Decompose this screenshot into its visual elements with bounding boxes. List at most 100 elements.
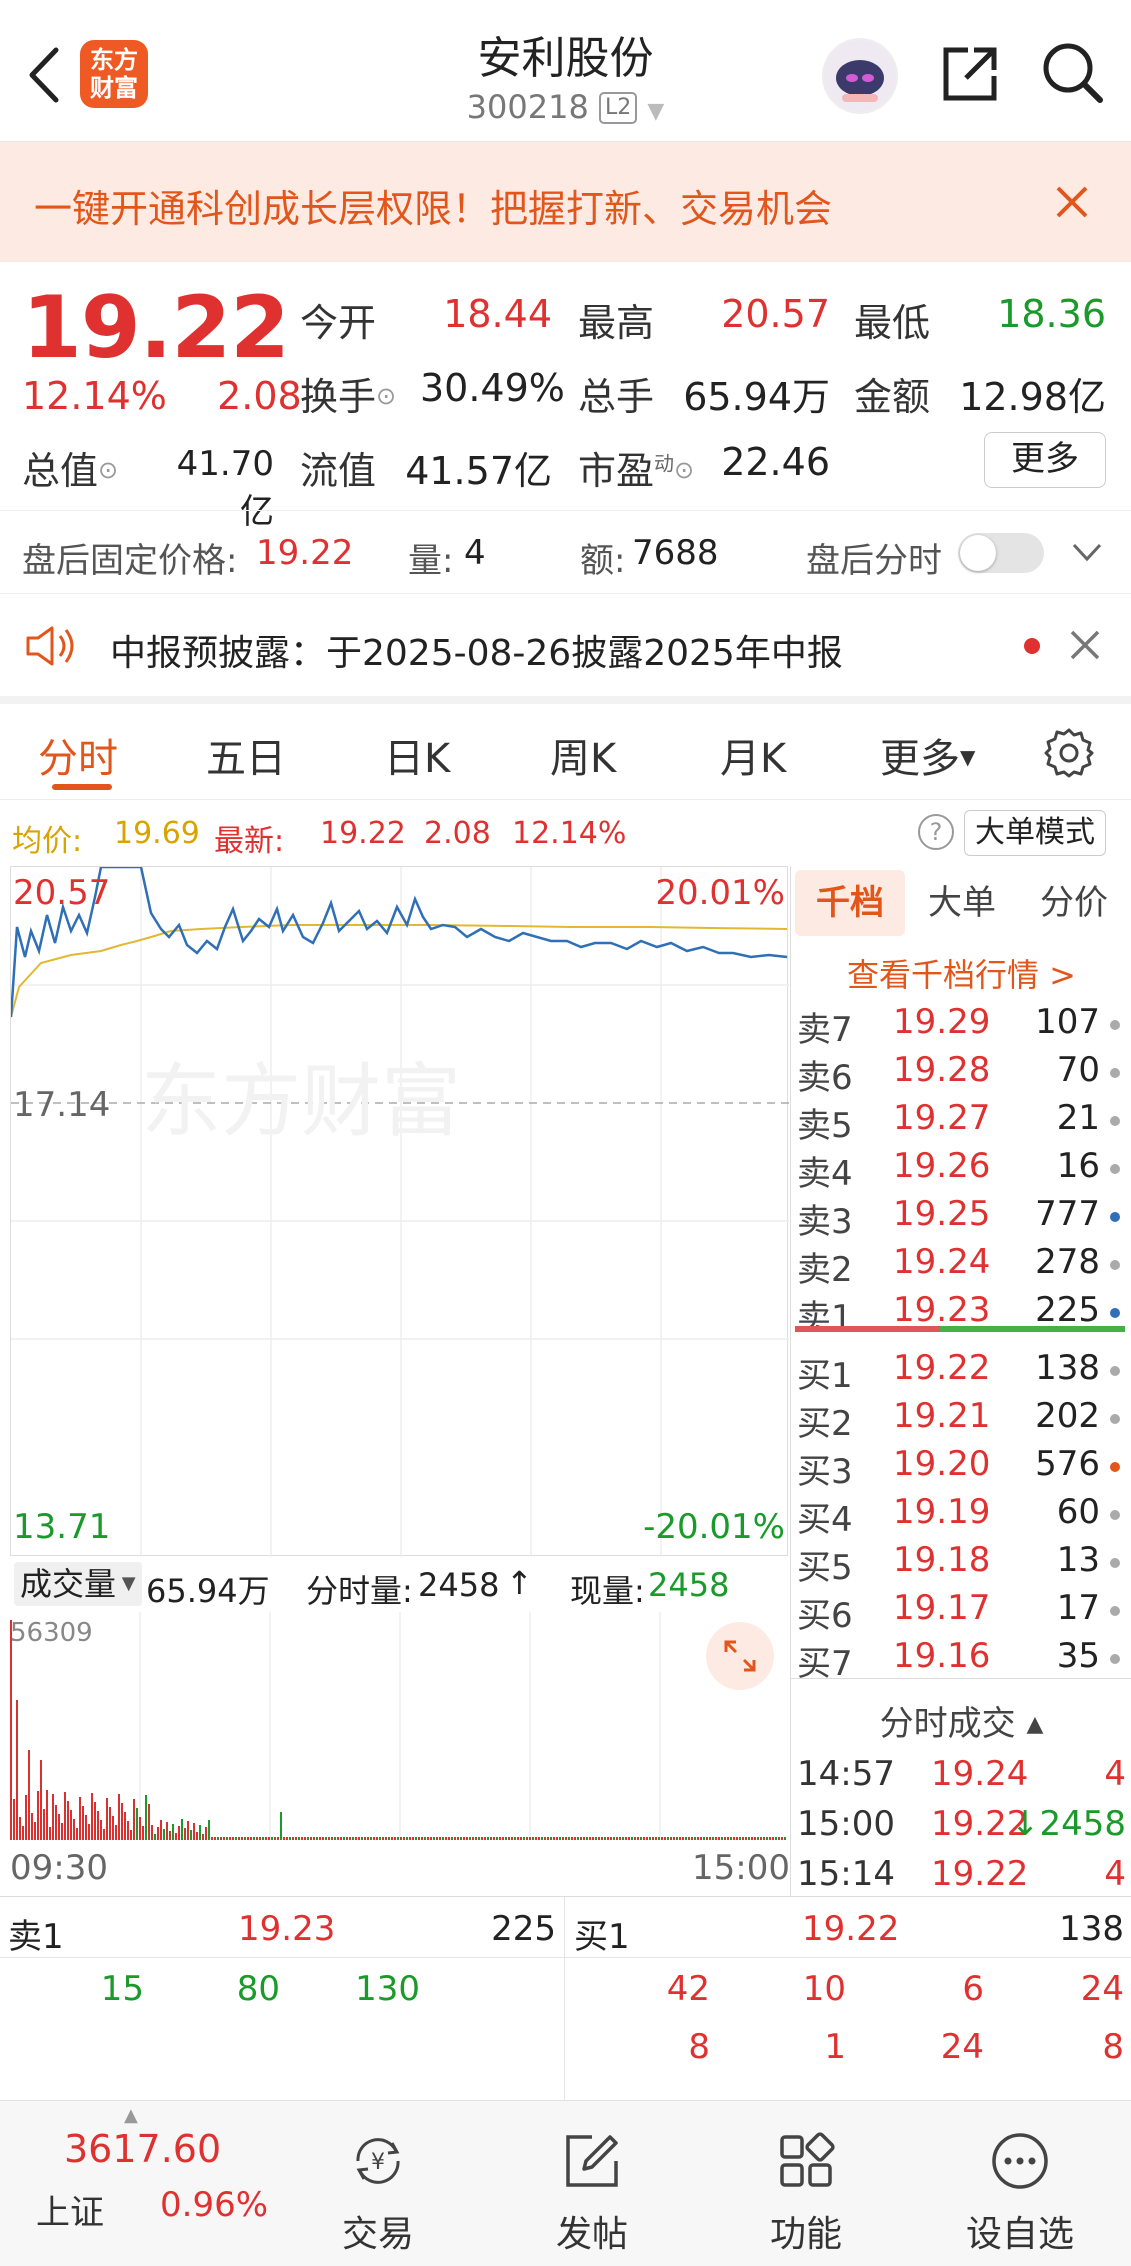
volume-bar	[592, 1837, 594, 1840]
nav-trade[interactable]: ¥ 交易	[278, 2101, 478, 2266]
notice-bar[interactable]: 中报预披露：于2025-08-26披露2025年中报	[0, 596, 1131, 696]
volume-bar	[34, 1822, 36, 1840]
index-ticker[interactable]: ▲ 3617.60 上证 0.96%	[0, 2101, 270, 2266]
volume-indicator-select[interactable]: 成交量 ▼	[14, 1562, 142, 1606]
volume-label: 总手	[578, 375, 655, 419]
volume-bar	[691, 1837, 693, 1840]
amount-label: 金额	[854, 375, 931, 419]
bid-volume: 138	[1035, 1348, 1100, 1388]
ask-row[interactable]: 卖1 19.23 225	[791, 1290, 1131, 1338]
ask-row[interactable]: 卖7 19.29 107	[791, 1002, 1131, 1050]
volume-chart[interactable]: 56309	[10, 1612, 788, 1840]
volume-bar	[25, 1795, 27, 1840]
time-start: 09:30	[10, 1848, 108, 1888]
volume-bar	[160, 1820, 162, 1840]
ask-row[interactable]: 卖4 19.26 16	[791, 1146, 1131, 1194]
help-icon[interactable]: ?	[918, 814, 954, 850]
tab-big-orders[interactable]: 大单	[928, 883, 996, 923]
tab-daily-k[interactable]: 日K	[384, 736, 451, 782]
volume-bar	[565, 1837, 567, 1840]
volume-bar	[460, 1837, 462, 1840]
intraday-chart[interactable]: 东方财富 20.57 20.01% 17.14 13.71 -20.01%	[10, 866, 789, 1557]
chevron-down-icon[interactable]	[1070, 539, 1104, 565]
volume-bar	[520, 1837, 522, 1840]
tab-depth[interactable]: 千档	[795, 870, 905, 936]
ask-row[interactable]: 卖6 19.28 70	[791, 1050, 1131, 1098]
volume-bar	[235, 1837, 237, 1840]
volume-bar	[766, 1837, 768, 1840]
search-icon[interactable]	[1040, 40, 1106, 106]
bid-row[interactable]: 买4 19.19 60	[791, 1492, 1131, 1540]
view-depth-link[interactable]: 查看千档行情 >	[847, 956, 1076, 994]
grid-apps-icon	[780, 2132, 835, 2187]
buy-queue-item: 8	[1102, 2027, 1124, 2067]
bid-row[interactable]: 买3 19.20 576	[791, 1444, 1131, 1492]
ask-level: 卖6	[797, 1058, 853, 1098]
volume-bar	[457, 1837, 459, 1840]
volume-bar	[712, 1837, 714, 1840]
stock-code-row[interactable]: 300218 L2 ▼	[300, 88, 831, 126]
volume-bar	[28, 1750, 30, 1840]
info-icon[interactable]: ⊙	[674, 456, 695, 484]
bid-row[interactable]: 买2 19.21 202	[791, 1396, 1131, 1444]
volume-bar	[409, 1837, 411, 1840]
volume-bar	[19, 1817, 21, 1840]
info-icon[interactable]: ⊙	[376, 382, 397, 410]
stock-code: 300218	[466, 88, 589, 126]
nav-post[interactable]: 发帖	[492, 2101, 692, 2266]
ask-row[interactable]: 卖5 19.27 21	[791, 1098, 1131, 1146]
close-icon[interactable]	[1052, 182, 1092, 222]
volume-bar	[388, 1837, 390, 1840]
share-icon[interactable]	[938, 42, 1002, 106]
back-arrow-icon[interactable]	[20, 40, 70, 110]
close-icon[interactable]	[1068, 628, 1102, 662]
volume-bar	[604, 1837, 606, 1840]
volume-bar	[721, 1837, 723, 1840]
tab-price-distribution[interactable]: 分价	[1040, 883, 1108, 923]
bid-row[interactable]: 买7 19.16 35	[791, 1636, 1131, 1684]
volume-bar	[655, 1837, 657, 1840]
volume-bar	[319, 1837, 321, 1840]
big-order-mode-button[interactable]: 大单模式	[964, 810, 1106, 856]
tab-more[interactable]: 更多▼	[880, 736, 976, 782]
gear-icon[interactable]	[1042, 726, 1096, 780]
volume-bar	[550, 1837, 552, 1840]
volume-bar	[610, 1837, 612, 1840]
index-name: 上证	[36, 2193, 104, 2233]
caret-down-icon: ▼	[647, 99, 665, 124]
volume-bar	[619, 1837, 621, 1840]
tick-trades-header[interactable]: 分时成交 ▲	[879, 1704, 1044, 1744]
tab-monthly-k[interactable]: 月K	[720, 736, 787, 782]
volume-bar	[754, 1837, 756, 1840]
volume-bar	[49, 1827, 51, 1840]
bid-row[interactable]: 买1 19.22 138	[791, 1348, 1131, 1396]
more-quote-button[interactable]: 更多	[984, 432, 1106, 488]
after-hours-row: 盘后固定价格: 19.22 量: 4 额: 7688 盘后分时	[0, 510, 1131, 594]
expand-chart-button[interactable]	[706, 1622, 774, 1690]
assistant-robot-icon[interactable]	[822, 38, 898, 114]
info-icon[interactable]: ⊙	[98, 456, 119, 484]
volume-bar	[763, 1837, 765, 1840]
buy-queue-item: 1	[824, 2027, 846, 2067]
sell-queue-item: 15	[100, 1969, 144, 2009]
volume-bar	[568, 1837, 570, 1840]
ask-row[interactable]: 卖3 19.25 777	[791, 1194, 1131, 1242]
tab-intraday[interactable]: 分时	[38, 736, 118, 782]
tab-weekly-k[interactable]: 周K	[550, 736, 617, 782]
nav-functions[interactable]: 功能	[706, 2101, 906, 2266]
tab-five-day[interactable]: 五日	[206, 736, 286, 782]
buy1-volume: 138	[1059, 1909, 1124, 1949]
tick-row: 15:00 19.22 ↓2458	[791, 1804, 1131, 1852]
bid-level: 买6	[797, 1596, 853, 1636]
bid-row[interactable]: 买6 19.17 17	[791, 1588, 1131, 1636]
bid-row[interactable]: 买5 19.18 13	[791, 1540, 1131, 1588]
volume-bar	[595, 1837, 597, 1840]
nav-add-watchlist[interactable]: 设自选	[920, 2101, 1120, 2266]
promo-banner[interactable]: 一键开通科创成长层权限！把握打新、交易机会	[0, 142, 1131, 262]
brand-logo[interactable]: 东方 财富	[80, 40, 148, 108]
volume-bar	[688, 1837, 690, 1840]
high-value: 20.57	[721, 292, 830, 336]
ask-row[interactable]: 卖2 19.24 278	[791, 1242, 1131, 1290]
bid-volume: 35	[1056, 1636, 1100, 1676]
after-hours-toggle[interactable]	[958, 533, 1044, 573]
